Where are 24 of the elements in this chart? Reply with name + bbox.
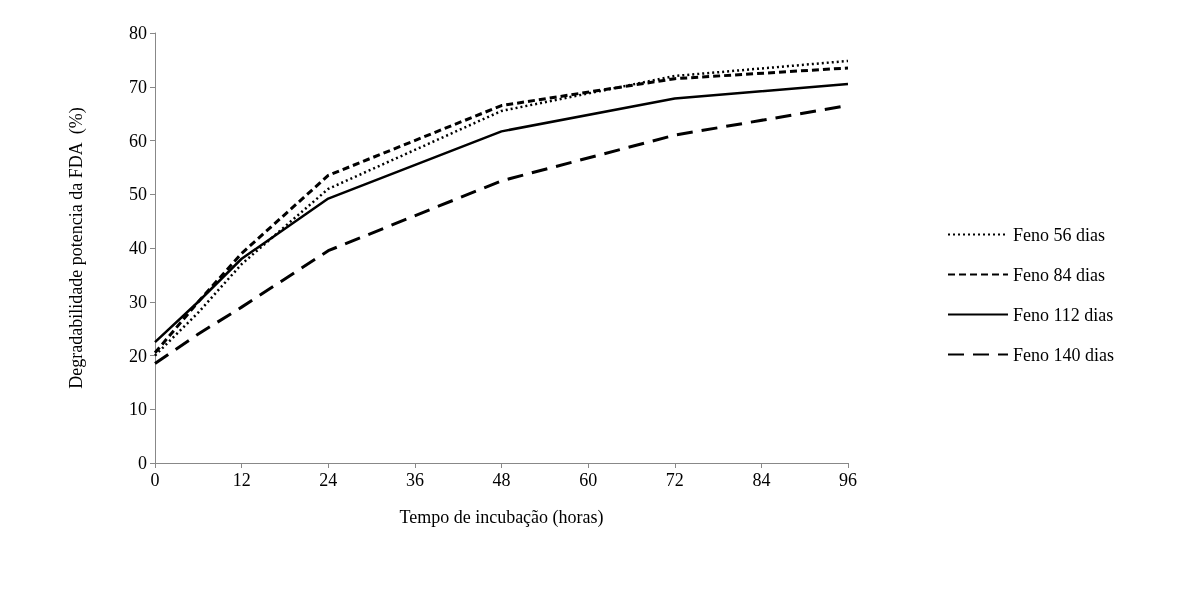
y-tick-label: 80 [129, 23, 147, 43]
x-tick-label: 96 [839, 470, 857, 490]
x-tick-label: 84 [752, 470, 771, 490]
y-tick-label: 60 [129, 130, 147, 151]
y-tick-label: 10 [129, 399, 147, 420]
y-tick-label: 50 [129, 184, 147, 205]
legend-label: Feno 56 dias [1013, 224, 1105, 245]
legend-label: Feno 84 dias [1013, 264, 1105, 285]
y-axis-title: Degradabilidade potencia da FDA (%) [66, 107, 87, 389]
x-tick-label: 12 [232, 470, 251, 490]
y-tick-label: 30 [129, 291, 147, 312]
x-tick-label: 0 [150, 470, 160, 490]
x-tick-label: 72 [665, 470, 684, 490]
legend-label: Feno 112 dias [1013, 304, 1114, 325]
x-tick-label: 60 [579, 470, 598, 490]
x-axis-title: Tempo de incubação (horas) [399, 507, 604, 528]
y-tick-label: 70 [129, 76, 147, 97]
x-tick-label: 36 [405, 470, 424, 490]
y-tick-label: 40 [129, 238, 147, 258]
x-tick-label: 48 [492, 470, 511, 490]
x-tick-label: 24 [319, 470, 338, 490]
y-tick-label: 0 [138, 453, 147, 473]
y-tick-label: 20 [129, 345, 147, 366]
legend-label: Feno 140 dias [1013, 344, 1114, 365]
